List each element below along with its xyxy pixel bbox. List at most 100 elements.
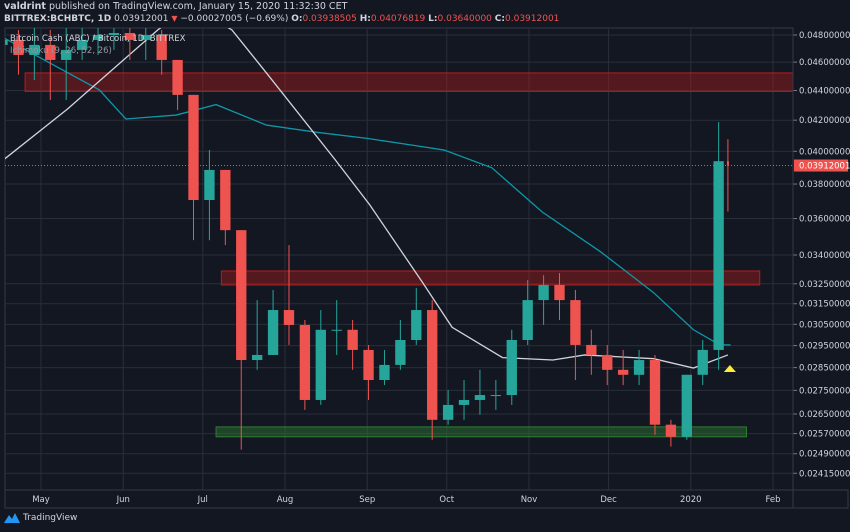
- resistance-zone: [24, 72, 793, 92]
- candle: [108, 28, 120, 50]
- candle-body: [379, 364, 390, 381]
- y-tick-label: 0.02570000: [799, 430, 850, 440]
- series-legend[interactable]: Bitcoin Cash (ABC) / Bitcoin, 1D, BITTRE…: [10, 34, 186, 44]
- x-tick-label: Jun: [116, 495, 130, 505]
- candle: [411, 287, 422, 345]
- candle: [713, 122, 724, 370]
- last-price-badge: [794, 159, 848, 172]
- candle: [236, 230, 247, 450]
- candle-body: [124, 33, 136, 40]
- low-label: L:: [428, 14, 438, 24]
- open-label: O:: [291, 14, 303, 24]
- candle: [45, 29, 56, 101]
- candle-body: [427, 310, 438, 420]
- y-tick-label: 0.02950000: [799, 342, 850, 352]
- x-tick-label: May: [32, 495, 50, 505]
- candle-body: [267, 310, 279, 355]
- close-value: 0.03912001: [505, 14, 560, 24]
- candle: [61, 28, 72, 101]
- candle: [5, 39, 8, 45]
- candle: [602, 344, 613, 386]
- last-price-label: 0.03912001: [799, 162, 850, 172]
- price-chart[interactable]: 0.04800000 0.04600000 0.04400000 0.04200000…: [0, 0, 850, 510]
- candle-body: [665, 424, 677, 437]
- candle: [554, 273, 565, 320]
- candle-body: [236, 230, 247, 361]
- candle: [379, 349, 390, 386]
- candle-body: [172, 59, 183, 95]
- x-tick-label: Dec: [600, 495, 617, 505]
- moving-average-cyan-line: [5, 37, 731, 346]
- candle: [299, 319, 311, 410]
- support-zone: [215, 426, 747, 438]
- candle-body: [411, 310, 422, 340]
- author-name[interactable]: valdrint: [4, 1, 46, 12]
- high-label: H:: [359, 14, 371, 24]
- candle: [124, 28, 136, 60]
- candle-body: [140, 35, 151, 40]
- candle: [442, 389, 454, 425]
- candle-body: [188, 94, 199, 201]
- candle: [697, 339, 708, 386]
- candle-body: [554, 284, 565, 301]
- candle-body: [108, 33, 120, 35]
- time-axis: [4, 489, 849, 509]
- candle-body: [490, 395, 502, 397]
- x-tick-label: Nov: [521, 495, 538, 505]
- triangle-down-icon: ▼: [171, 14, 178, 23]
- publish-info: valdrint published on TradingView.com, J…: [4, 1, 347, 12]
- candle-body: [649, 360, 661, 425]
- y-tick-label: 0.04000000: [799, 147, 850, 157]
- y-tick-label: 0.04200000: [799, 116, 850, 126]
- candle: [331, 300, 342, 355]
- candle-body: [681, 374, 692, 437]
- candle-body: [61, 49, 72, 60]
- candle-body: [442, 404, 454, 420]
- x-tick-label: Aug: [277, 495, 294, 505]
- candle: [267, 289, 279, 355]
- candle-body: [283, 310, 295, 325]
- tradingview-logo-icon: [4, 513, 20, 523]
- plot-group: [5, 28, 793, 490]
- candle-body: [506, 339, 517, 396]
- candle: [92, 28, 104, 55]
- candle: [76, 28, 88, 60]
- close-label: C:: [494, 14, 506, 24]
- candle-body: [474, 395, 486, 400]
- candle: [13, 29, 24, 75]
- y-tick-label: 0.02490000: [799, 450, 850, 460]
- tradingview-logo[interactable]: TradingView: [4, 512, 77, 524]
- triangle-up-marker-icon: [723, 365, 736, 373]
- candle-body: [570, 300, 581, 345]
- candle-body: [13, 39, 24, 55]
- candle: [586, 329, 597, 375]
- candle-body: [76, 39, 88, 50]
- candle-body: [315, 329, 326, 400]
- candle-body: [45, 44, 56, 60]
- symbol-info: BITTREX:BCHBTC, 1D 0.03912001 ▼ −0.00027…: [4, 14, 559, 24]
- candle-body: [458, 399, 470, 405]
- candle: [140, 28, 151, 60]
- y-tick-label: 0.03250000: [799, 280, 850, 290]
- open-value: 0.03938505: [302, 14, 357, 24]
- x-tick-label: Sep: [359, 495, 375, 505]
- y-tick-label: 0.02415000: [799, 469, 850, 479]
- candle: [188, 94, 199, 241]
- candle-body: [331, 329, 342, 331]
- indicator-legend[interactable]: Ichimoku (9, 26, 52, 26): [10, 46, 112, 56]
- y-tick-label: 0.04400000: [799, 87, 850, 97]
- y-tick-label: 0.03050000: [799, 320, 850, 330]
- candle: [726, 139, 729, 212]
- candle-body: [220, 169, 231, 231]
- y-tick-label: 0.03150000: [799, 300, 850, 310]
- brand-name: TradingView: [23, 513, 78, 523]
- y-tick-label: 0.02850000: [799, 364, 850, 374]
- y-tick-label: 0.04800000: [799, 31, 850, 41]
- candle: [427, 300, 438, 440]
- candle: [395, 319, 406, 370]
- y-tick-label: 0.03400000: [799, 251, 850, 261]
- candle-body: [395, 339, 406, 365]
- x-tick-label: Feb: [765, 495, 780, 505]
- high-value: 0.04076819: [370, 14, 426, 24]
- candle: [570, 289, 581, 381]
